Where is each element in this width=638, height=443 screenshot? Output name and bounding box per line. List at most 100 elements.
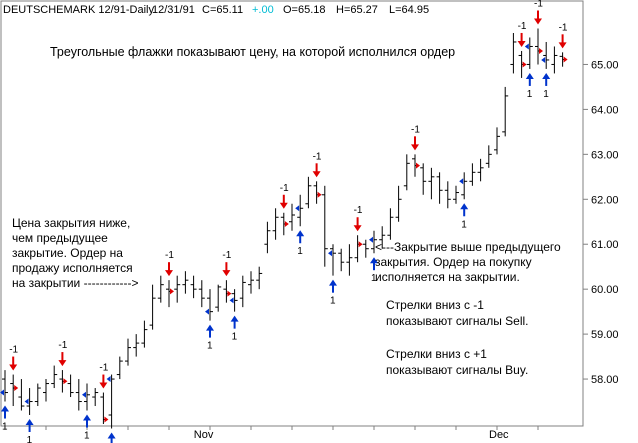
buy-arrow-icon — [296, 230, 305, 237]
sell-signal-label: -1 — [534, 0, 543, 9]
sell-signal: -1 — [517, 21, 527, 68]
sell-arrow-icon — [9, 364, 18, 371]
sell-flag — [170, 288, 174, 295]
ohlc-bar — [207, 289, 213, 321]
buy-arrow-icon — [230, 315, 239, 322]
buy-signal-label: 1 — [207, 341, 213, 352]
buy-signal: 1 — [459, 178, 469, 230]
ohlc-bar — [133, 334, 140, 357]
ohlc-bar — [297, 194, 304, 227]
buy-flag — [205, 308, 209, 315]
y-axis: 58.00 59.00 60.00 61.00 62.00 63.00 64.00 65.00 — [583, 59, 619, 386]
header-change: +.00 — [252, 4, 274, 16]
ohlc-bar — [92, 388, 99, 407]
ohlc-bar — [182, 271, 189, 294]
ohlc-bar — [149, 284, 156, 330]
buy-flag — [541, 56, 546, 63]
buy-arrow-icon — [107, 432, 116, 439]
x-tick-label: Nov — [194, 429, 214, 441]
header-close: C=65.11 — [202, 4, 243, 16]
ohlc-bar — [231, 289, 238, 312]
ohlc-bar — [436, 172, 443, 204]
header-symbol: DEUTSCHEMARK 12/91-Daily — [3, 4, 154, 16]
buy-arrow-icon — [370, 257, 378, 264]
ohlc-bar — [321, 185, 328, 267]
buy-flag — [106, 376, 111, 383]
ohlc-bar — [526, 37, 533, 69]
header-high: H=65.27 — [336, 4, 378, 16]
sell-flag — [539, 47, 543, 54]
ohlc-bar — [84, 383, 90, 411]
left-note: Цена закрытия ниже, чем предыдущее закры… — [12, 216, 139, 290]
ohlc-bar — [305, 176, 312, 209]
buy-arrow-icon — [1, 405, 9, 412]
sell-signal-label: -1 — [313, 151, 322, 162]
buy-flag — [82, 391, 86, 398]
sell-signal: -1 — [9, 345, 19, 392]
ohlc-bar — [157, 275, 164, 303]
sell-signal-label: -1 — [559, 22, 568, 33]
buy-signal: 1 — [0, 389, 9, 433]
ohlc-bar — [43, 379, 49, 402]
y-tick-label: 62.00 — [591, 194, 619, 206]
buy-arrow-icon — [460, 203, 469, 210]
sell-signal: -1 — [222, 250, 232, 297]
header-open: O=65.18 — [283, 4, 326, 16]
ohlc-bar — [403, 154, 410, 191]
sell-signal-label: -1 — [9, 345, 18, 356]
ohlc-bar — [485, 145, 492, 168]
y-tick-label: 60.00 — [591, 284, 619, 296]
sell-signal: -1 — [279, 183, 289, 227]
buy-signal-label: 1 — [330, 296, 336, 307]
buy-signal: 1 — [524, 43, 534, 100]
buy-signal-label: 1 — [543, 89, 549, 100]
header: DEUTSCHEMARK 12/91-Daily 12/31/91 C=65.1… — [3, 4, 429, 16]
buy-signal: 1 — [82, 391, 91, 442]
buy-flag — [524, 43, 529, 50]
sell-signal-label: -1 — [58, 340, 67, 351]
y-tick-label: 65.00 — [591, 59, 619, 71]
signal-markers: -111-11-11-11-11-11-11-11-11-11-11-1 — [0, 0, 568, 443]
buy-flag — [229, 297, 234, 304]
sell-note: Стрелки вниз с -1 показывают сигналы Sel… — [386, 298, 529, 328]
sell-flag — [104, 416, 109, 423]
ohlc-bar — [75, 379, 82, 411]
ohlc-bar — [256, 266, 263, 290]
title-note: Треугольные флажки показывают цену, на к… — [50, 45, 456, 59]
sell-signal-label: -1 — [222, 250, 231, 261]
sell-signal-label: -1 — [280, 183, 289, 194]
buy-signal-label: 1 — [232, 332, 238, 343]
buy-signal: 1 — [295, 205, 305, 257]
buy-arrow-icon — [206, 324, 214, 331]
sell-arrow-icon — [99, 382, 108, 389]
sell-arrow-icon — [279, 202, 288, 209]
sell-signal: -1 — [58, 340, 68, 385]
ohlc-bar — [395, 185, 402, 222]
buy-signal-label: 1 — [297, 246, 303, 257]
buy-signal: 1 — [369, 236, 378, 284]
sell-signal-label: -1 — [411, 124, 420, 135]
price-bars — [2, 28, 566, 429]
ohlc-bar — [125, 338, 131, 366]
ohlc-bar — [116, 356, 123, 380]
sell-signal: -1 — [558, 22, 568, 63]
x-axis: Nov Dec — [4, 426, 539, 441]
buy-signal: 1 — [541, 56, 551, 100]
sell-arrow-icon — [165, 270, 173, 277]
buy-signal: 1 — [328, 250, 337, 307]
ohlc-bar — [469, 163, 476, 186]
buy-signal-label: 1 — [461, 219, 467, 230]
y-tick-label: 61.00 — [591, 239, 619, 251]
sell-flag — [416, 162, 420, 169]
ohlc-bar — [453, 185, 459, 204]
sell-signal: -1 — [534, 0, 543, 54]
buy-flag — [459, 178, 464, 185]
ohlc-bar — [444, 181, 451, 209]
ohlc-bar — [543, 41, 550, 69]
ohlc-bar — [428, 167, 435, 200]
ohlc-bar — [108, 374, 115, 429]
sell-flag — [63, 378, 68, 385]
buy-arrow-icon — [525, 72, 534, 79]
buy-flag — [0, 389, 4, 396]
